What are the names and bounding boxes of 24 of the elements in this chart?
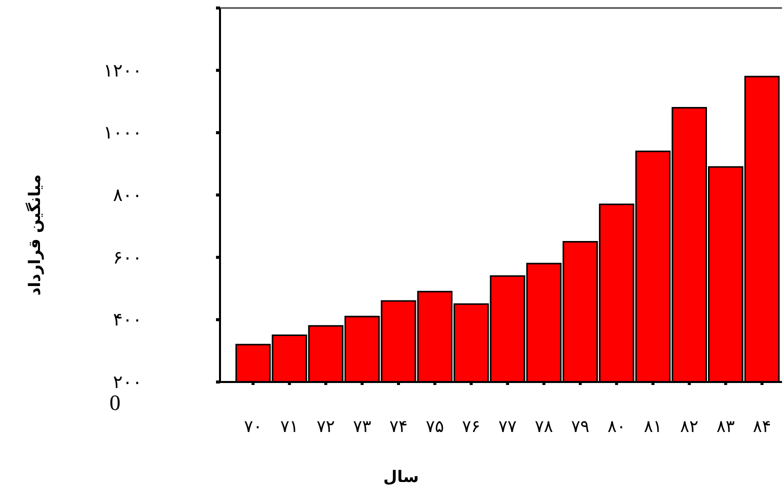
x-tick-label: ۷۵ [426,417,444,437]
y-tick-label: ۴۰۰ [112,310,142,331]
x-tick-label: ۸۲ [680,417,698,437]
y-axis-title: میانگین قرارداد [25,174,44,296]
x-axis-title: سال [383,467,419,486]
y-tick-label: ۲۰۰ [112,372,142,393]
x-tick-label: ۷۰ [244,417,262,437]
text: 0 [110,390,120,415]
x-tick-label: ۷۱ [280,417,299,437]
x-tick-label: ۷۲ [316,417,335,437]
y-tick-label: ۸۰۰ [112,185,142,206]
y-tick-label: ۶۰۰ [112,247,142,268]
x-tick-label: ۷۴ [389,417,408,437]
x-tick-label: ۸۳ [716,417,735,437]
x-tick-label: ۷۸ [534,417,554,437]
x-tick-label: ۸۱ [644,417,662,437]
x-tick-label: ۷۹ [571,417,590,437]
x-tick-label: ۸۴ [752,417,772,437]
x-tick-label: ۷۳ [353,417,372,437]
x-tick-label: ۷۷ [498,417,517,437]
x-tick-label: ۷۶ [462,417,480,437]
y-tick-label: ۱۲۰۰ [103,60,142,82]
x-tick-label: ۸۰ [607,417,626,437]
y-tick-label: ۱۰۰۰ [103,122,142,144]
